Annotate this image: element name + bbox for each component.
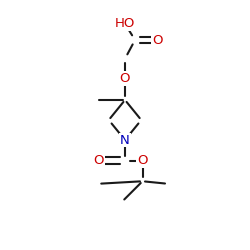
Text: O: O [120,72,130,85]
Text: O: O [94,154,104,167]
Text: O: O [152,34,163,46]
Text: N: N [120,134,130,146]
Text: O: O [137,154,148,167]
Text: HO: HO [115,17,135,30]
